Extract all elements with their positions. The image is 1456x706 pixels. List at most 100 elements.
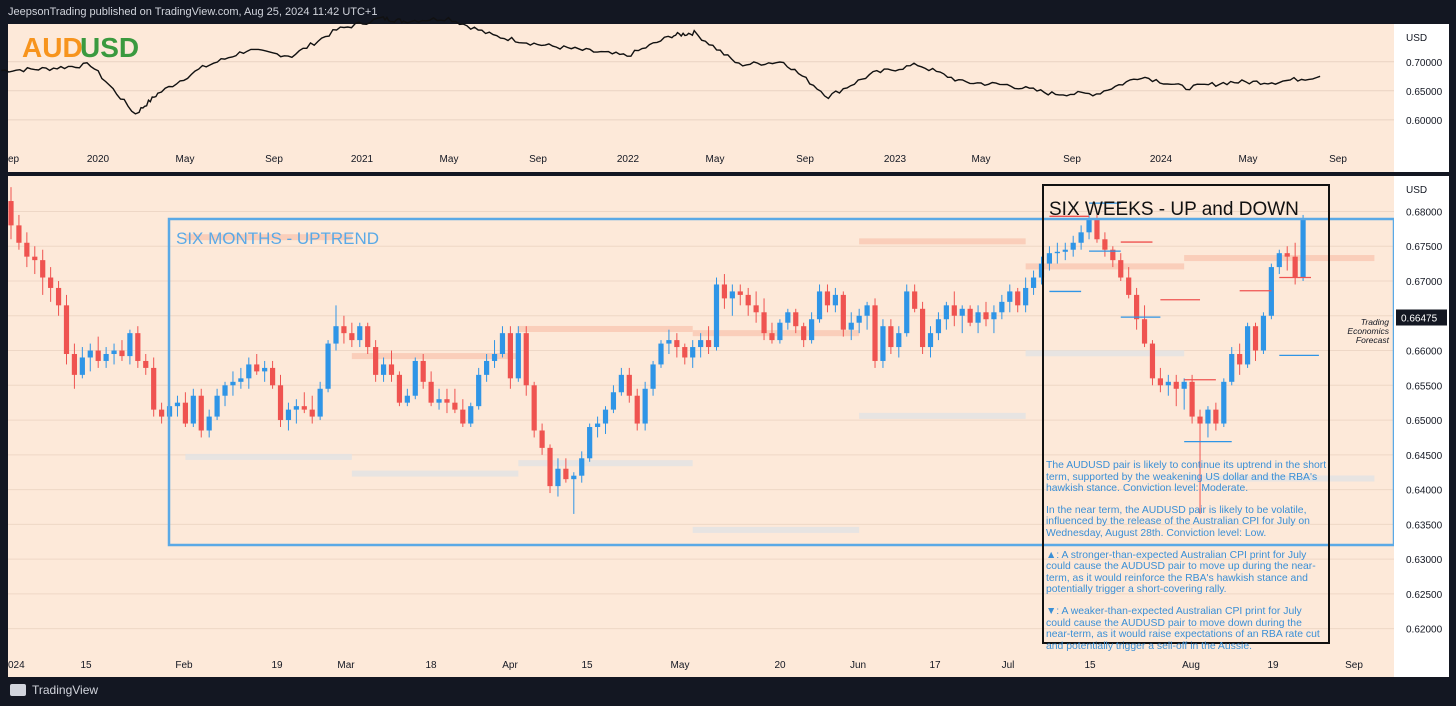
candle-body bbox=[753, 305, 759, 313]
analysis-commentary: The AUDUSD pair is likely to continue it… bbox=[1046, 460, 1328, 662]
candle-body bbox=[55, 287, 62, 306]
candle-body bbox=[927, 333, 934, 348]
candle-body bbox=[872, 305, 878, 361]
candle-body bbox=[317, 388, 323, 417]
candle-body bbox=[888, 326, 894, 348]
candle-body bbox=[1062, 249, 1068, 252]
candle-body bbox=[896, 333, 902, 348]
x-tick-label: ep bbox=[8, 154, 20, 165]
candle-body bbox=[1038, 263, 1045, 278]
candle-body bbox=[8, 201, 14, 226]
candle-body bbox=[555, 468, 561, 487]
candle-body bbox=[1149, 343, 1156, 379]
x-tick-label: Mar bbox=[337, 660, 355, 671]
candle-body bbox=[119, 350, 125, 357]
x-tick-label: 2023 bbox=[884, 154, 907, 165]
main-price-axis[interactable]: USD 0.680000.675000.670000.665000.660000… bbox=[1394, 176, 1449, 677]
candle-body bbox=[935, 319, 942, 334]
candle-body bbox=[777, 322, 783, 341]
overview-chart-pane[interactable]: AUD USD bbox=[1, 15, 1394, 146]
candle-body bbox=[1046, 253, 1053, 264]
candle-body bbox=[1094, 218, 1100, 240]
price-line bbox=[1, 15, 1321, 115]
candle-body bbox=[95, 350, 101, 361]
demand-zone bbox=[185, 453, 352, 460]
main-chart-pane[interactable]: SIX MONTHS - UPTREND SIX WEEKS - UP and … bbox=[8, 176, 1396, 653]
supply-zone bbox=[518, 325, 693, 332]
candle-body bbox=[1244, 326, 1251, 365]
candle-body bbox=[983, 312, 989, 320]
candle-body bbox=[254, 364, 260, 372]
y-tick-label: 0.68000 bbox=[1406, 207, 1443, 218]
candle-body bbox=[650, 364, 656, 389]
candle-body bbox=[507, 333, 513, 379]
six-months-uptrend-label: SIX MONTHS - UPTREND bbox=[176, 229, 379, 248]
candle-body bbox=[1300, 218, 1306, 278]
x-tick-label: 19 bbox=[271, 660, 283, 671]
candle-body bbox=[127, 333, 133, 357]
x-tick-label: Jul bbox=[1002, 660, 1015, 671]
y-tick-label: 0.63500 bbox=[1406, 520, 1443, 531]
candle-body bbox=[396, 374, 403, 403]
candle-body bbox=[690, 347, 696, 358]
candle-body bbox=[547, 447, 553, 487]
candle-body bbox=[444, 399, 450, 403]
demand-zone bbox=[351, 470, 519, 477]
overview-price-axis[interactable]: USD 0.70000 0.65000 0.60000 bbox=[1394, 24, 1449, 172]
candle-body bbox=[666, 340, 672, 344]
candle-body bbox=[151, 367, 157, 410]
y-tick-label: 0.65000 bbox=[1406, 87, 1443, 98]
candle-body bbox=[484, 360, 490, 375]
candle-body bbox=[991, 312, 997, 320]
tradingview-logo-icon bbox=[10, 684, 26, 696]
candle-body bbox=[1070, 242, 1076, 250]
candle-body bbox=[143, 360, 149, 368]
candle-body bbox=[190, 395, 196, 424]
overview-time-axis[interactable]: ep 2020 May Sep 2021 May Sep 2022 May Sep 2023 May S… bbox=[8, 146, 1394, 172]
x-tick-label: Sep bbox=[265, 154, 283, 165]
candle-body bbox=[111, 350, 117, 355]
candle-body bbox=[309, 409, 315, 417]
candle-body bbox=[1054, 251, 1060, 254]
candle-body bbox=[959, 308, 965, 316]
x-tick-label: Sep bbox=[1345, 660, 1363, 671]
y-tick-label: 0.63000 bbox=[1406, 555, 1443, 566]
candle-body bbox=[79, 357, 85, 375]
candle-body bbox=[951, 305, 957, 316]
candle-body bbox=[1205, 409, 1211, 424]
candle-body bbox=[491, 354, 498, 361]
candle-body bbox=[856, 315, 862, 323]
overview-currency-label: USD bbox=[1406, 33, 1427, 44]
main-time-axis[interactable]: 024 15 Feb 19 Mar 18 Apr 15 May 20 Jun 17 Jul 15 Aug 19… bbox=[8, 653, 1394, 677]
candle-body bbox=[912, 291, 918, 309]
candle-body bbox=[1078, 232, 1084, 243]
candle-body bbox=[824, 291, 831, 306]
commentary-paragraph: ▲: A stronger-than-expected Australian C… bbox=[1046, 549, 1316, 596]
candle-body bbox=[785, 312, 791, 323]
x-tick-label: Sep bbox=[796, 154, 814, 165]
candle-body bbox=[1260, 315, 1267, 351]
overview-line-chart: AUD USD bbox=[1, 15, 1394, 121]
candle-body bbox=[658, 343, 664, 365]
overview-title-right: USD bbox=[80, 32, 139, 63]
candle-body bbox=[1181, 381, 1187, 389]
candle-body bbox=[452, 402, 458, 410]
candle-body bbox=[698, 340, 704, 348]
candle-body bbox=[1189, 381, 1195, 417]
candle-body bbox=[705, 340, 712, 348]
footer-brand-label: TradingView bbox=[32, 683, 99, 697]
candle-body bbox=[674, 340, 680, 348]
candle-body bbox=[1268, 267, 1274, 316]
candle-body bbox=[325, 343, 331, 389]
candle-body bbox=[357, 326, 363, 341]
candle-body bbox=[301, 406, 307, 410]
x-tick-label: May bbox=[176, 154, 195, 165]
candle-body bbox=[499, 333, 506, 355]
y-tick-label: 0.62000 bbox=[1406, 625, 1443, 636]
candle-body bbox=[721, 284, 728, 299]
candle-body bbox=[1276, 253, 1282, 268]
commentary-paragraph: The AUDUSD pair is likely to continue it… bbox=[1046, 460, 1327, 495]
candle-body bbox=[349, 333, 355, 341]
candle-body bbox=[1237, 354, 1243, 365]
y-tick-label: 0.64500 bbox=[1406, 451, 1443, 462]
